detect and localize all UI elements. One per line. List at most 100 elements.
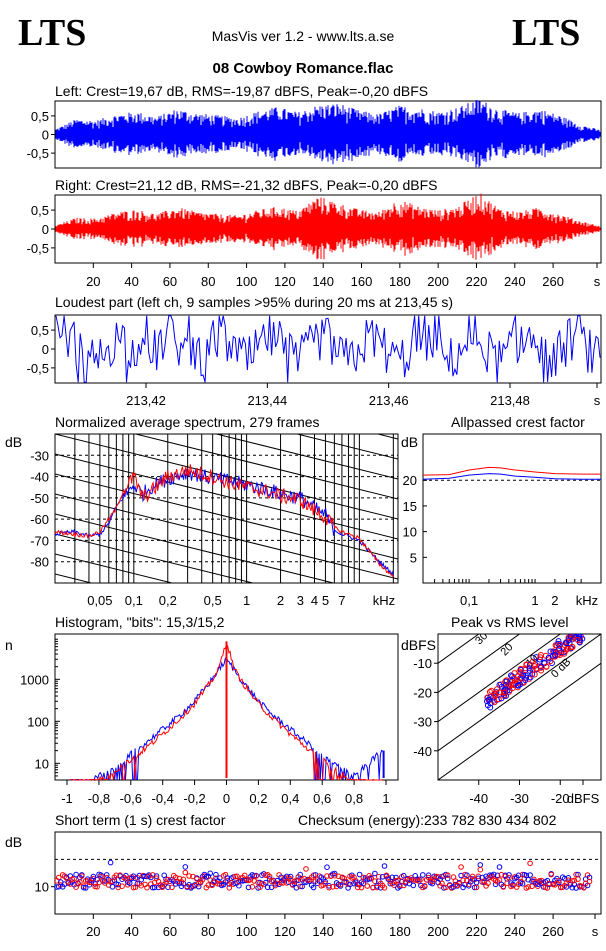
crest-point-right <box>287 876 294 882</box>
x-tick-label: kHz <box>373 593 395 608</box>
peak-rms-point <box>526 675 533 682</box>
crest-point-left <box>408 877 415 883</box>
allpassed-line-left <box>422 473 601 480</box>
y-tick-label: 5 <box>410 550 417 565</box>
crest-diagonal <box>438 634 521 694</box>
crest-short-ylabel: dB <box>5 834 22 850</box>
spectrum-frame <box>54 433 399 584</box>
crest-point-left <box>264 884 271 891</box>
y-tick-label: 10 <box>35 756 49 771</box>
peak-rms-point <box>547 658 554 665</box>
crest-diagonal <box>438 662 601 780</box>
x-tick-label: 180 <box>389 924 411 939</box>
x-tick-label: 160 <box>351 274 373 289</box>
x-tick-label: 40 <box>124 924 138 939</box>
peak-rms-point <box>557 641 563 648</box>
x-tick-label: 120 <box>274 924 296 939</box>
peak-rms-point <box>582 628 587 633</box>
peak-rms-point <box>563 645 570 652</box>
loudest-frame <box>54 314 602 384</box>
x-tick-label: 220 <box>466 274 488 289</box>
peak-rms-point <box>576 634 581 635</box>
peak-rms-point <box>572 628 577 633</box>
peak-rms-point <box>563 640 570 647</box>
crest-point-right <box>180 876 187 883</box>
crest-point-left <box>103 872 110 878</box>
x-tick-label: 240 <box>504 274 526 289</box>
x-tick-label: 2 <box>551 593 558 608</box>
crest-short-title: Short term (1 s) crest factor <box>55 812 226 828</box>
crest-point-right <box>331 872 338 879</box>
x-tick-label: 2 <box>277 593 284 608</box>
diag-label: 40 <box>448 619 465 636</box>
peak-rms-point <box>515 682 521 689</box>
peak-rms-point <box>553 642 560 649</box>
y-tick-label: -0,5 <box>27 241 49 256</box>
y-tick-label: -70 <box>30 533 49 548</box>
crest-point-right <box>169 884 175 891</box>
crest-point-right <box>500 884 507 890</box>
peak-rms-point <box>523 661 530 668</box>
slope-gridline <box>55 493 398 580</box>
crest-point-right <box>586 878 593 885</box>
crest-point-left <box>475 875 482 882</box>
x-tick-label: 220 <box>466 924 488 939</box>
crest-point-right <box>205 882 212 888</box>
peak-rms-point <box>487 704 494 711</box>
allpassed-title: Allpassed crest factor <box>451 414 585 430</box>
crest-point-left <box>356 871 363 878</box>
peak-rms-point <box>526 667 533 674</box>
crest-point-left <box>464 872 470 879</box>
crest-point-left <box>420 872 426 878</box>
y-tick-label: 0,5 <box>31 323 49 338</box>
y-tick-label: -50 <box>30 491 49 506</box>
crest-point-left <box>207 870 213 877</box>
x-tick-label: 120 <box>274 274 296 289</box>
peak-rms-point <box>487 700 494 707</box>
crest-point-right <box>575 876 581 882</box>
crest-point-left <box>324 864 330 871</box>
crest-point-right <box>376 873 382 880</box>
x-tick-label: s <box>594 274 601 289</box>
peak-rms-point <box>503 678 510 685</box>
crest-point-left <box>123 872 129 879</box>
y-tick-label: 0 <box>42 128 49 143</box>
crest-point-left <box>381 863 388 869</box>
crest-point-right <box>381 885 388 891</box>
crest-point-left <box>109 884 116 890</box>
right-waveform-title: Right: Crest=21,12 dB, RMS=-21,32 dBFS, … <box>55 177 437 193</box>
crest-point-left <box>347 881 353 888</box>
x-tick-label: 213,48 <box>490 393 530 408</box>
x-tick-label: 3 <box>297 593 304 608</box>
crest-point-right <box>364 883 371 889</box>
crest-point-left <box>287 873 294 880</box>
x-tick-label: 1 <box>382 791 389 806</box>
y-tick-label: 0,5 <box>31 109 49 124</box>
x-tick-label: -0,6 <box>120 791 142 806</box>
y-tick-label: -40 <box>30 470 49 485</box>
crest-point-right <box>525 884 532 890</box>
x-tick-label: -1 <box>61 791 73 806</box>
peak-rms-point <box>494 686 500 693</box>
x-tick-label: 240 <box>504 924 526 939</box>
crest-point-left <box>400 872 407 879</box>
crest-point-left <box>297 871 304 878</box>
checksum-label: Checksum (energy): <box>298 812 424 828</box>
peak-rms-point <box>538 667 545 674</box>
peak-rms-point <box>538 663 545 670</box>
x-tick-label: 100 <box>236 924 258 939</box>
allpassed-ylabel: dB <box>401 434 418 450</box>
peak-rms-point <box>576 634 583 638</box>
crest-point-right <box>391 882 397 889</box>
crest-point-right <box>113 872 120 879</box>
peak-rms-point <box>558 650 564 657</box>
peak-rms-point <box>531 663 538 670</box>
crest-point-left <box>372 870 378 877</box>
crest-point-right <box>186 873 192 879</box>
crest-point-left <box>556 879 562 886</box>
crest-point-right <box>226 885 233 891</box>
crest-point-right <box>573 871 579 878</box>
x-tick-label: 0,4 <box>281 791 299 806</box>
crest-point-left <box>153 873 160 879</box>
diag-label: 20 <box>498 641 515 658</box>
